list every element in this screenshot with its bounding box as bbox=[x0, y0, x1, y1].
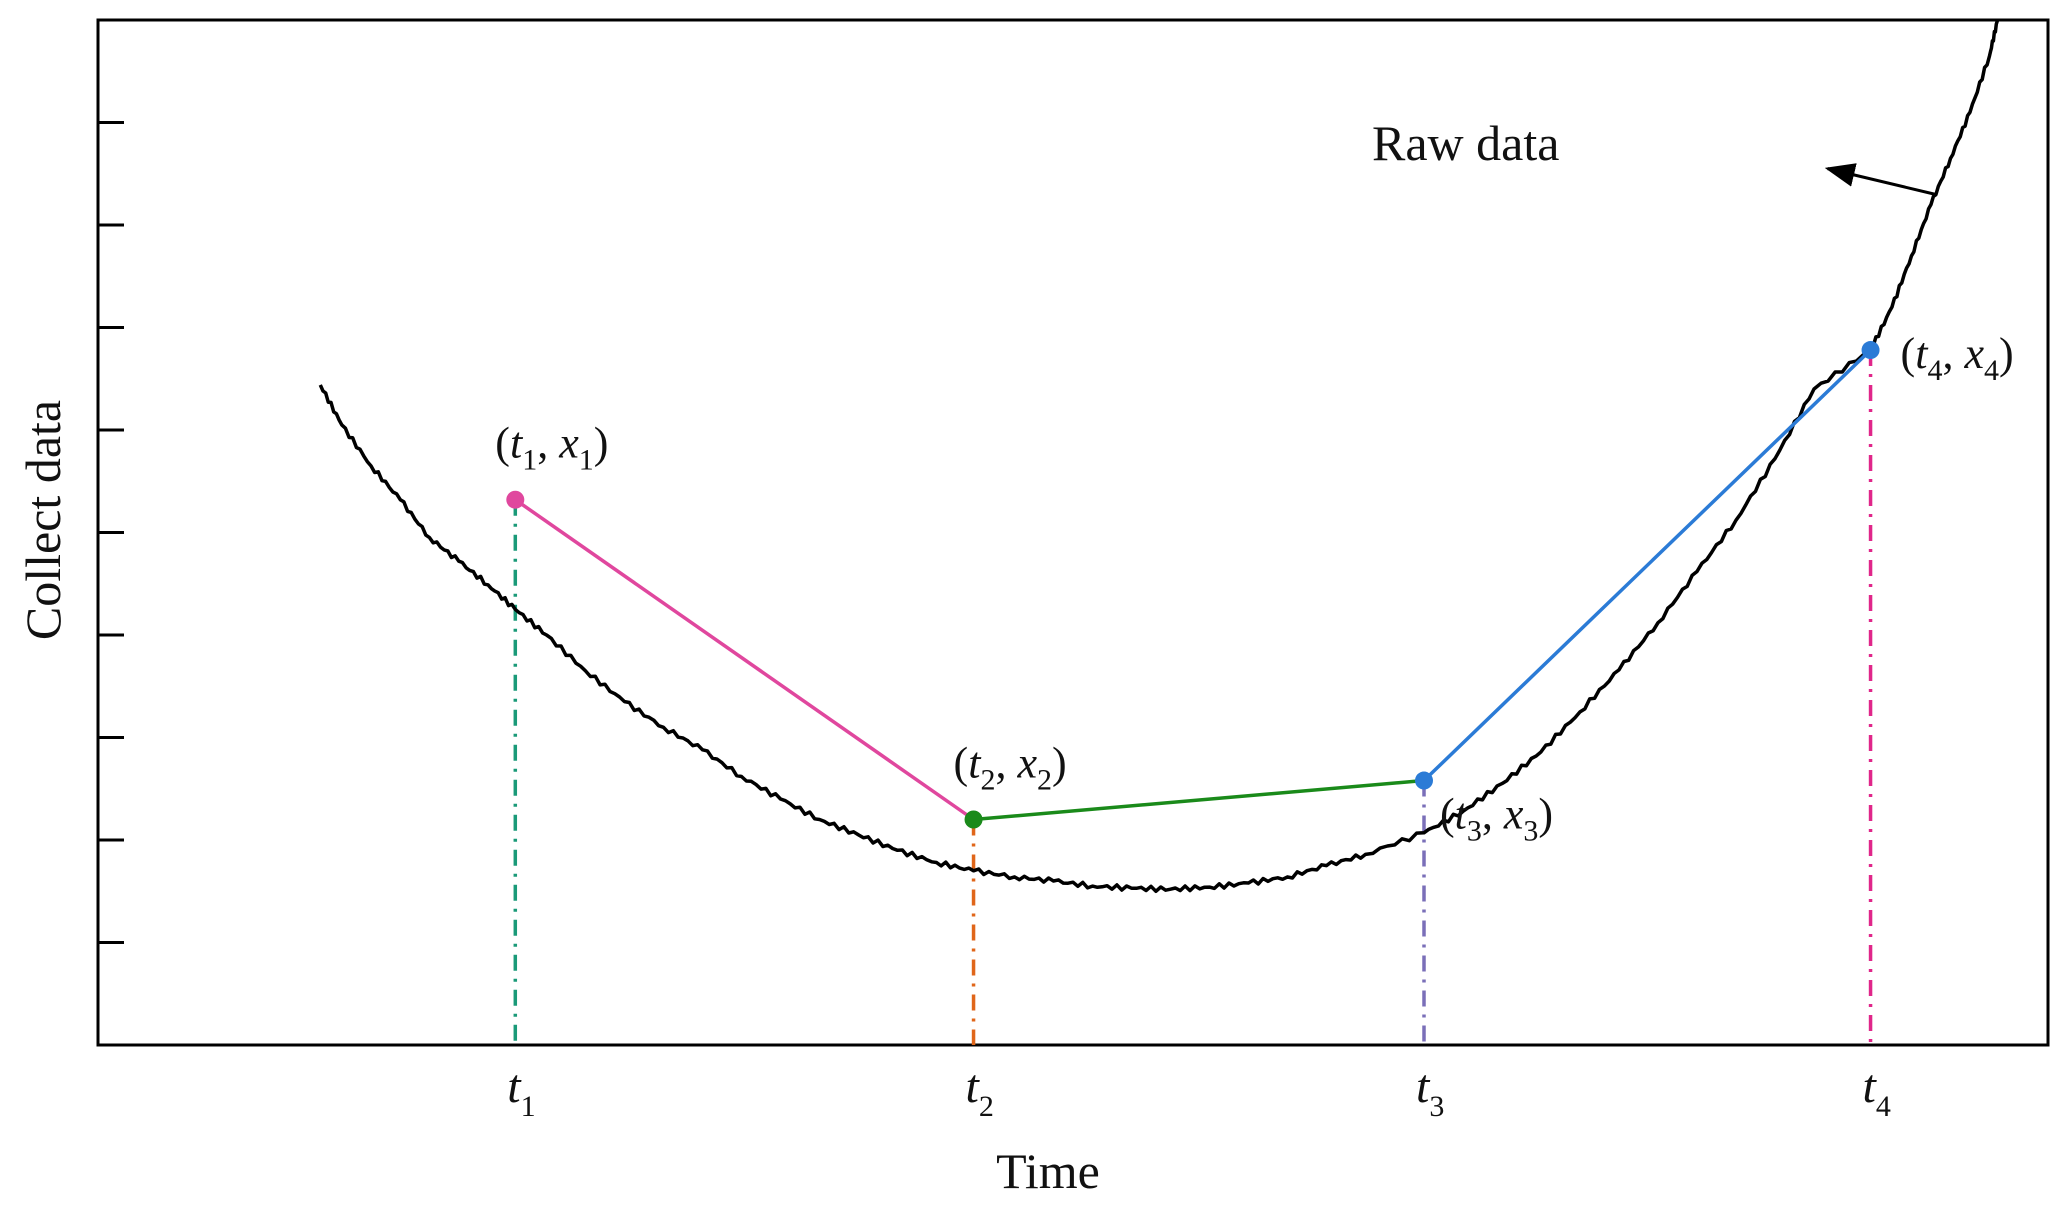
segment-1 bbox=[514, 498, 975, 821]
point-label-2: (t2, x2) bbox=[954, 739, 1067, 797]
y-axis-label: Collect data bbox=[15, 400, 71, 640]
point-4 bbox=[1861, 341, 1880, 360]
x-tick-label-4: t4 bbox=[1863, 1060, 1891, 1123]
point-label-4: (t4, x4) bbox=[1901, 329, 2014, 387]
point-label-1: (t1, x1) bbox=[495, 419, 608, 477]
raw-data-arrow bbox=[1824, 163, 1936, 196]
segment-3 bbox=[1422, 348, 1872, 782]
x-axis-label: Time bbox=[996, 1143, 1100, 1199]
x-tick-label-1: t1 bbox=[507, 1060, 535, 1123]
y-axis-ticks bbox=[98, 121, 124, 944]
x-tick-label-2: t2 bbox=[966, 1060, 994, 1123]
point-labels: (t1, x1) (t2, x2) (t3, x3) (t4, x4) bbox=[495, 329, 2013, 848]
drop-lines bbox=[513, 350, 1873, 1045]
raw-data-line bbox=[318, 20, 1999, 894]
point-2 bbox=[964, 810, 983, 829]
point-1 bbox=[506, 490, 525, 509]
connecting-segments bbox=[514, 348, 1872, 822]
plot-frame bbox=[96, 18, 2050, 1047]
sample-points bbox=[506, 341, 1880, 829]
point-3 bbox=[1415, 771, 1433, 790]
x-axis-tick-labels: t1 t2 t3 t4 bbox=[507, 1060, 1891, 1123]
point-label-3: (t3, x3) bbox=[1440, 790, 1553, 848]
x-tick-label-3: t3 bbox=[1416, 1060, 1444, 1123]
raw-data-annotation: Raw data bbox=[1372, 115, 1559, 171]
segment-2 bbox=[973, 778, 1425, 822]
